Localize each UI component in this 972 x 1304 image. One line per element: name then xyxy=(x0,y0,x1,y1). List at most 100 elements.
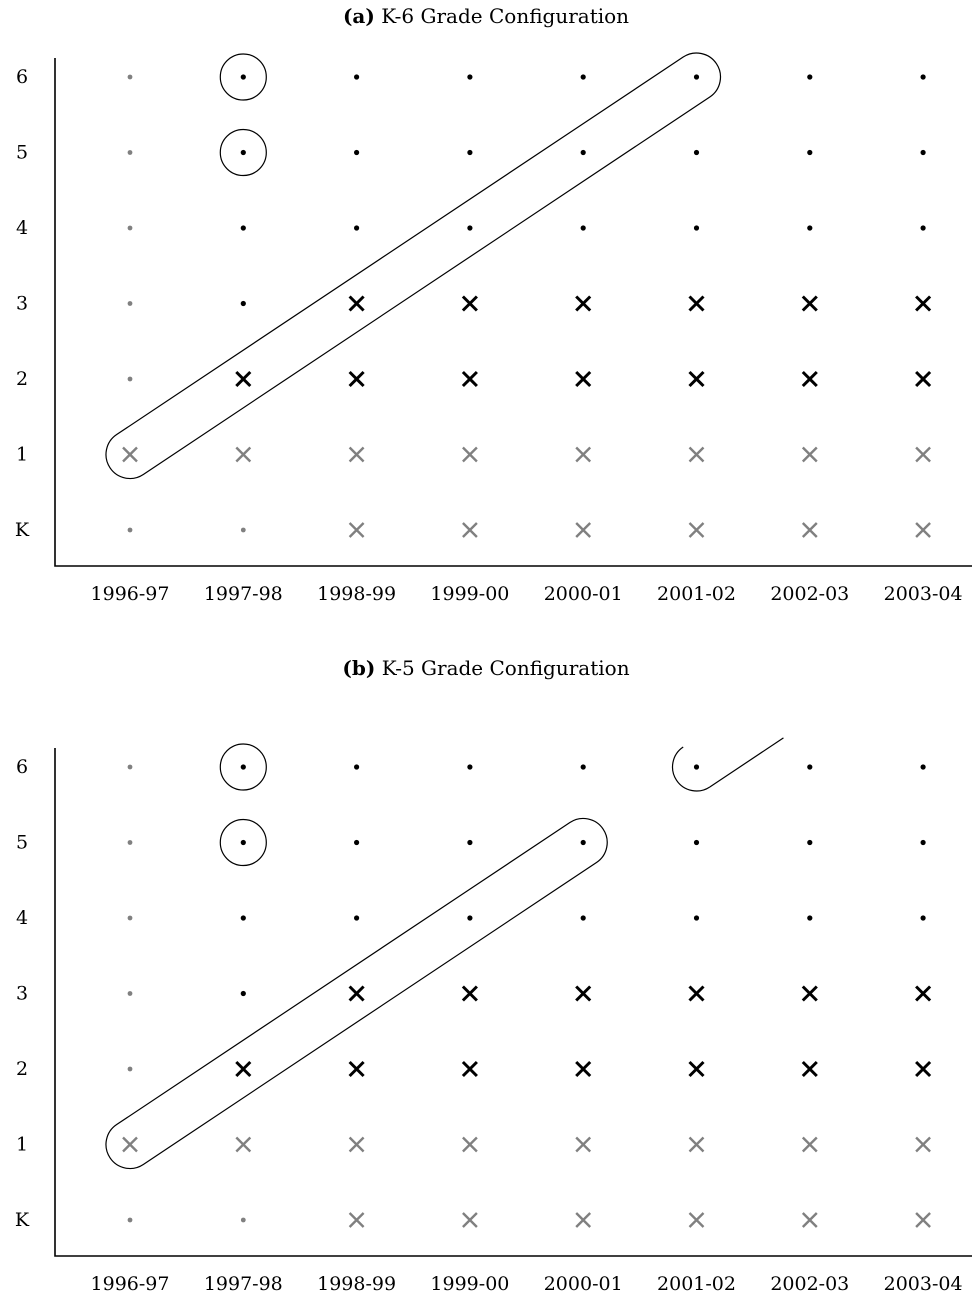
chart-a-title: (a) K-6 Grade Configuration xyxy=(0,4,972,28)
chart-b-marker-x-gray xyxy=(348,1136,365,1153)
chart-b-marker-x-gray xyxy=(348,1212,365,1228)
chart-b-marker-x-black xyxy=(461,985,478,1002)
chart-a-marker-dot-black xyxy=(693,74,700,80)
chart-b-x-tick-label: 1996-97 xyxy=(91,1273,170,1295)
chart-b-x-tick-label: 2003-04 xyxy=(884,1273,963,1295)
chart-b-marker-dot-black xyxy=(693,764,700,770)
chart-a-marker-x-gray xyxy=(348,522,365,538)
chart-a-marker-x-gray xyxy=(462,446,478,463)
chart-b-marker-dot-black xyxy=(693,839,700,846)
chart-b-marker-dot-gray xyxy=(127,915,133,921)
chart-b-highlight-circle xyxy=(219,743,267,791)
chart-b-marker-x-gray xyxy=(462,1212,478,1228)
chart-b-marker-x-gray xyxy=(801,1136,818,1153)
chart-b-marker-x-black xyxy=(915,985,932,1002)
chart-a-marker-x-black xyxy=(801,370,818,388)
chart-b-x-tick-label: 1999-00 xyxy=(430,1273,509,1295)
chart-b-marker-x-gray xyxy=(801,1212,818,1228)
chart-b-marker-dot-black xyxy=(920,839,926,846)
chart-b-marker-dot-black xyxy=(580,764,586,770)
chart-a-y-tick-label: 2 xyxy=(16,368,28,390)
chart-a-marker-x-black xyxy=(348,370,365,388)
chart-a-marker-x-gray xyxy=(801,522,818,538)
chart-a-marker-x-gray xyxy=(348,446,365,463)
chart-a-marker-dot-black xyxy=(240,225,246,231)
chart-a-marker-dot-black xyxy=(693,225,700,231)
chart-b: K 1 2 3 4 5 6 1996-97 1997-98 1998-99 1999-00 2000-… xyxy=(15,737,972,1295)
chart-a-marker-dot-black xyxy=(807,225,813,231)
chart-a-marker-dot-gray xyxy=(127,74,133,80)
chart-a-title-text: K-6 Grade Configuration xyxy=(381,4,630,28)
chart-a-marker-x-black xyxy=(688,370,705,388)
chart-b-marker-dot-black xyxy=(807,915,813,921)
chart-b-y-tick-label: 4 xyxy=(16,907,28,929)
chart-b-marker-x-black xyxy=(915,1060,932,1078)
chart-a-marker-dot-gray xyxy=(127,376,133,382)
chart-a-axes xyxy=(54,58,972,567)
chart-b-marker-dot-black xyxy=(354,915,360,921)
chart-b-marker-dot-black xyxy=(467,915,473,921)
chart-a-marker-dot-black xyxy=(580,74,586,80)
chart-a-y-tick-label: K xyxy=(15,519,30,541)
chart-a-marker-dot-black xyxy=(240,74,246,80)
chart-a-marker-dot-black xyxy=(354,74,360,80)
chart-a-marker-x-gray xyxy=(801,446,818,463)
chart-b-marker-dot-black xyxy=(467,839,473,846)
chart-b-panel-label: (b) xyxy=(342,656,376,680)
chart-a-marker-dot-black xyxy=(354,225,360,231)
chart-a-marker-dot-gray xyxy=(127,225,133,231)
chart-a-y-tick-label: 4 xyxy=(16,217,28,239)
chart-a-x-tick-label: 2001-02 xyxy=(657,583,736,605)
chart-b-marker-dot-black xyxy=(354,764,360,770)
chart-a-marker-x-black xyxy=(575,295,592,312)
chart-b-y-tick-label: 2 xyxy=(16,1058,28,1080)
chart-b-marker-dot-gray xyxy=(127,764,133,770)
chart-b-marker-x-gray xyxy=(688,1136,705,1153)
chart-a-highlight-circle xyxy=(219,128,267,177)
chart-a-marker-x-gray xyxy=(688,522,705,538)
chart-a-marker-dot-black xyxy=(467,225,473,231)
chart-b-marker-x-black xyxy=(235,1060,252,1078)
chart-a: K 1 2 3 4 5 6 1996-97 1997-98 1998-99 1999-00 2000-… xyxy=(15,52,972,605)
chart-b-marker-dot-gray xyxy=(127,991,133,996)
chart-a-marker-x-black xyxy=(461,295,478,312)
chart-a-marker-dot-black xyxy=(580,149,586,156)
chart-b-marker-dot-black xyxy=(807,839,813,846)
chart-b-cohort-band xyxy=(105,817,608,1170)
chart-a-y-tick-label: 1 xyxy=(16,444,28,466)
chart-b-marker-x-gray xyxy=(575,1212,592,1228)
chart-a-marker-x-black xyxy=(348,295,365,312)
chart-a-marker-x-gray xyxy=(462,522,478,538)
chart-b-marker-dot-black xyxy=(240,915,246,921)
chart-b-marker-dot-gray xyxy=(127,1066,133,1072)
chart-b-marker-x-black xyxy=(348,1060,365,1078)
chart-a-highlight-circle xyxy=(219,53,267,101)
chart-a-marker-x-gray xyxy=(122,446,138,463)
chart-a-x-tick-label: 1998-99 xyxy=(317,583,396,605)
chart-b-axes xyxy=(54,748,972,1257)
chart-b-marker-x-gray xyxy=(688,1212,705,1228)
chart-a-marker-dot-black xyxy=(467,149,473,156)
chart-b-marker-dot-gray xyxy=(127,1217,133,1223)
chart-b-marker-dot-gray xyxy=(240,1217,246,1223)
chart-a-marker-x-black xyxy=(915,295,932,312)
chart-b-marker-dot-black xyxy=(240,839,246,846)
chart-b-marker-dot-black xyxy=(807,764,813,770)
chart-a-marker-dot-gray xyxy=(127,527,133,533)
chart-a-x-tick-label: 1997-98 xyxy=(204,583,283,605)
chart-b-marker-x-black xyxy=(688,985,705,1002)
chart-b-y-tick-label: 5 xyxy=(16,832,28,854)
chart-b-marker-dot-black xyxy=(354,839,360,846)
chart-b-marker-dot-black xyxy=(693,915,700,921)
chart-b-marker-x-black xyxy=(575,1060,592,1078)
chart-b-x-tick-label: 1997-98 xyxy=(204,1273,283,1295)
chart-a-marker-x-gray xyxy=(235,446,252,463)
chart-b-x-tick-label: 1998-99 xyxy=(317,1273,396,1295)
chart-a-x-tick-label: 2000-01 xyxy=(544,583,623,605)
chart-a-panel-label: (a) xyxy=(342,4,375,28)
chart-a-marker-x-black xyxy=(575,370,592,388)
chart-b-marker-x-gray xyxy=(462,1136,478,1153)
chart-a-marker-dot-gray xyxy=(240,527,246,533)
chart-a-marker-x-black xyxy=(688,295,705,312)
chart-a-marker-dot-black xyxy=(920,225,926,231)
